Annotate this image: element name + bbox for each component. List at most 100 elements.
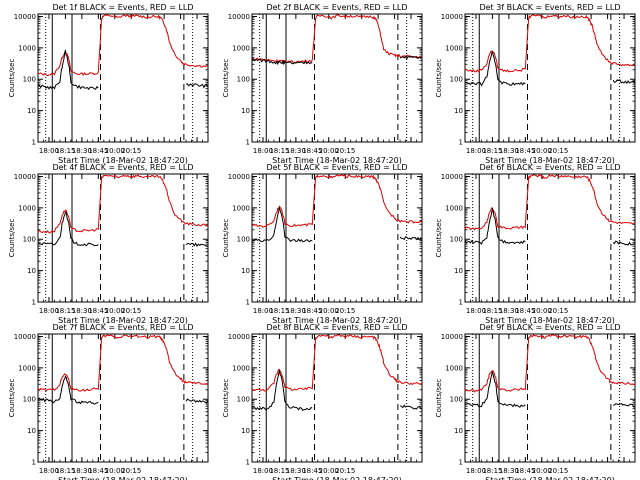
series-lld-line — [464, 14, 636, 73]
x-tick-label: 20:15 — [335, 467, 355, 475]
plot-frame — [37, 173, 209, 303]
x-axis-label: Start Time (18-Mar-02 18:47:20) — [272, 316, 402, 325]
x-tick-label: 18:00 — [466, 467, 486, 475]
y-tick-label: 1 — [459, 459, 463, 467]
y-tick-label: 1000 — [445, 44, 463, 52]
x-tick-label: 18:45 — [515, 467, 535, 475]
y-tick-label: 100 — [237, 396, 250, 404]
x-tick-label: 18:30 — [499, 467, 519, 475]
y-axis-label: Counts/sec — [8, 379, 16, 418]
series-events-line — [251, 370, 423, 411]
y-tick-label: 1000 — [445, 204, 463, 212]
x-axis-label: Start Time (18-Mar-02 18:47:20) — [485, 476, 615, 480]
y-tick-label: 1000 — [232, 44, 250, 52]
series-events-line — [37, 211, 209, 248]
detector-panel: Det 9f BLACK = Events, RED = LLD 1 10 100 10… — [435, 323, 636, 480]
x-tick-label: 18:00 — [466, 307, 486, 315]
y-tick-label: 10 — [241, 267, 250, 275]
x-tick-label: 18:30 — [499, 307, 519, 315]
y-tick-label: 10000 — [228, 333, 250, 341]
y-tick-label: 100 — [237, 76, 250, 84]
x-axis-label: Start Time (18-Mar-02 18:47:20) — [58, 156, 188, 165]
x-tick-label: 18:15 — [269, 467, 289, 475]
panel-title: Det 3f BLACK = Events, RED = LLD — [479, 3, 620, 12]
x-tick-label: 18:00 — [253, 307, 273, 315]
x-tick-label: 20:15 — [121, 307, 141, 315]
y-axis-label: Counts/sec — [435, 379, 443, 418]
x-tick-label: 18:30 — [72, 467, 92, 475]
detector-panel: Det 4f BLACK = Events, RED = LLD 1 10 100 10… — [8, 163, 209, 325]
x-tick-label: 20:15 — [335, 147, 355, 155]
y-tick-label: 10000 — [228, 173, 250, 181]
panel-title: Det 7f BLACK = Events, RED = LLD — [52, 323, 193, 332]
x-axis-label: Start Time (18-Mar-02 18:47:20) — [272, 476, 402, 480]
plot-frame — [37, 333, 209, 463]
plot-frame — [251, 333, 423, 463]
plot-frame — [464, 13, 636, 143]
plot-frame — [464, 333, 636, 463]
y-axis-label: Counts/sec — [222, 219, 230, 258]
panel-title: Det 8f BLACK = Events, RED = LLD — [266, 323, 407, 332]
x-tick-label: 18:00 — [39, 147, 59, 155]
y-tick-label: 10 — [241, 427, 250, 435]
x-tick-label: 20:00 — [532, 307, 552, 315]
x-tick-label: 18:30 — [72, 307, 92, 315]
y-tick-label: 10 — [454, 267, 463, 275]
series-events-line — [464, 371, 636, 408]
panel-title: Det 9f BLACK = Events, RED = LLD — [479, 323, 620, 332]
y-tick-label: 100 — [450, 76, 463, 84]
x-tick-label: 20:00 — [319, 307, 339, 315]
panel-title: Det 4f BLACK = Events, RED = LLD — [52, 163, 193, 172]
detector-panel: Det 3f BLACK = Events, RED = LLD 1 10 100 10… — [435, 3, 636, 165]
detector-panel: Det 2f BLACK = Events, RED = LLD 1 10 100 10… — [222, 3, 423, 165]
series-lld-line — [464, 174, 636, 231]
x-tick-label: 18:30 — [286, 467, 306, 475]
y-tick-label: 1 — [32, 459, 36, 467]
y-axis-label: Counts/sec — [222, 59, 230, 98]
x-tick-label: 20:00 — [532, 147, 552, 155]
y-tick-label: 1000 — [445, 364, 463, 372]
x-tick-label: 20:15 — [548, 307, 568, 315]
x-tick-label: 20:15 — [335, 307, 355, 315]
x-tick-label: 18:30 — [286, 307, 306, 315]
plot-frame — [464, 173, 636, 303]
y-tick-label: 100 — [237, 236, 250, 244]
y-axis-label: Counts/sec — [435, 219, 443, 258]
x-tick-label: 20:00 — [105, 147, 125, 155]
y-tick-label: 10000 — [441, 173, 463, 181]
x-tick-label: 18:45 — [515, 147, 535, 155]
series-events-line — [37, 375, 209, 405]
y-axis-label: Counts/sec — [435, 59, 443, 98]
series-events-line — [251, 207, 423, 243]
y-tick-label: 10 — [454, 107, 463, 115]
y-tick-label: 100 — [450, 236, 463, 244]
x-tick-label: 18:45 — [302, 147, 322, 155]
y-tick-label: 10000 — [14, 333, 36, 341]
series-events-line — [464, 51, 636, 87]
detector-panel: Det 6f BLACK = Events, RED = LLD 1 10 100 10… — [435, 163, 636, 325]
panel-title: Det 6f BLACK = Events, RED = LLD — [479, 163, 620, 172]
y-tick-label: 100 — [23, 76, 36, 84]
panel-title: Det 5f BLACK = Events, RED = LLD — [266, 163, 407, 172]
y-tick-label: 10 — [27, 267, 36, 275]
y-tick-label: 1000 — [232, 364, 250, 372]
x-axis-label: Start Time (18-Mar-02 18:47:20) — [58, 476, 188, 480]
y-tick-label: 1000 — [18, 44, 36, 52]
series-lld-line — [37, 14, 209, 77]
x-tick-label: 18:00 — [466, 147, 486, 155]
plot-frame — [37, 13, 209, 143]
y-tick-label: 10 — [454, 427, 463, 435]
y-tick-label: 1000 — [18, 204, 36, 212]
y-tick-label: 1 — [459, 299, 463, 307]
x-tick-label: 18:00 — [253, 147, 273, 155]
plot-frame — [251, 13, 423, 143]
x-tick-label: 20:00 — [532, 467, 552, 475]
x-tick-label: 18:00 — [39, 307, 59, 315]
x-tick-label: 18:45 — [302, 467, 322, 475]
panel-title: Det 1f BLACK = Events, RED = LLD — [52, 3, 193, 12]
y-tick-label: 1 — [246, 459, 250, 467]
y-tick-label: 1000 — [18, 364, 36, 372]
y-tick-label: 10000 — [14, 13, 36, 21]
x-tick-label: 18:30 — [286, 147, 306, 155]
